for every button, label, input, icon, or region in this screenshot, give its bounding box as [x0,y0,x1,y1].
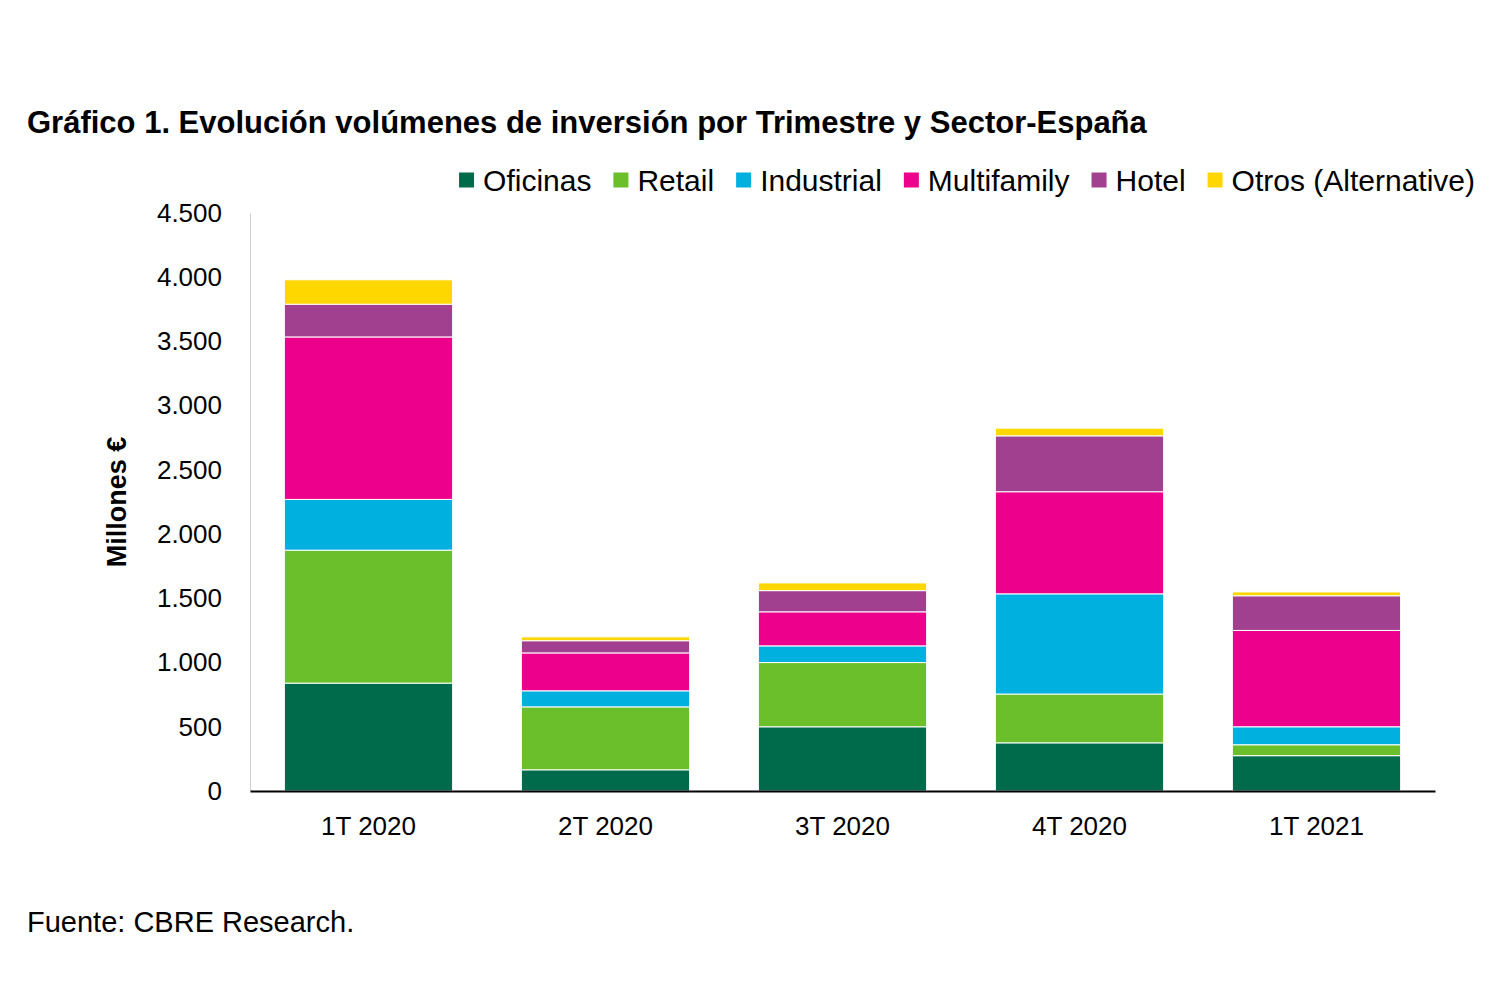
legend-item: Otros (Alternative) [1208,164,1475,197]
y-tick: 4.500 [157,198,250,228]
series-5 [284,280,1400,641]
bar-segment [995,594,1163,694]
x-tick-label: 4T 2020 [1032,811,1127,841]
chart: Gráfico 1. Evolución volúmenes de invers… [0,0,1500,1000]
y-tick-label: 1.500 [157,583,222,613]
y-tick-label: 2.500 [157,455,222,485]
bar-segment [758,646,926,663]
y-tick: 2.000 [157,519,250,549]
legend-swatch [613,173,628,188]
legend-swatch [736,173,751,188]
bar-segment [521,770,689,791]
y-axis: 0 500 1.000 1.500 2.000 2.500 3.000 3.500 4.000 4… [157,198,251,806]
x-tick: 1T 2020 [321,791,416,841]
y-tick: 0 [208,776,250,806]
x-tick: 3T 2020 [795,791,890,841]
y-tick-label: 3.500 [157,326,222,356]
y-tick-label: 3.000 [157,390,222,420]
bar-segment [995,436,1163,492]
legend-item: Oficinas [459,164,591,197]
bars [284,280,1400,791]
legend-label: Industrial [760,164,882,197]
legend-swatch [1092,173,1107,188]
legend-label: Hotel [1116,164,1186,197]
y-tick: 4.000 [157,262,250,292]
y-tick-label: 500 [179,712,222,742]
bar-segment [1232,630,1400,726]
y-tick-label: 4.000 [157,262,222,292]
bar-segment [758,583,926,591]
y-axis-title: Millones € [102,437,132,568]
series-4 [284,304,1400,653]
y-tick: 500 [179,712,250,742]
plot: 0 500 1.000 1.500 2.000 2.500 3.000 3.500 4.000 4… [157,198,1436,842]
x-tick: 4T 2020 [1032,791,1127,841]
bar-segment [521,691,689,707]
legend: Oficinas Retail Industrial Multifamily Hotel… [459,164,1475,197]
x-tick-label: 1T 2021 [1269,811,1364,841]
legend-label: Multifamily [928,164,1070,197]
bar-segment [1232,727,1400,745]
x-tick-label: 1T 2020 [321,811,416,841]
y-tick-label: 4.500 [157,198,222,228]
bar-segment [521,637,689,641]
bar-segment [758,663,926,727]
legend-swatch [459,173,474,188]
y-tick: 1.500 [157,583,250,613]
series-3 [284,337,1400,727]
legend-label: Oficinas [483,164,591,197]
source: Fuente: CBRE Research. [27,906,354,938]
y-tick-label: 1.000 [157,647,222,677]
series-1 [284,550,1400,770]
legend-item: Industrial [736,164,882,197]
x-tick: 1T 2021 [1269,791,1364,841]
bar-segment [521,641,689,653]
legend-label: Otros (Alternative) [1232,164,1475,197]
bar-segment [995,743,1163,791]
y-tick-label: 2.000 [157,519,222,549]
bar-segment [521,707,689,770]
y-tick: 1.000 [157,647,250,677]
x-tick-label: 3T 2020 [795,811,890,841]
bar-segment [284,280,452,304]
bar-segment [1232,745,1400,756]
bar-segment [758,612,926,646]
legend-swatch [1208,173,1223,188]
legend-item: Hotel [1092,164,1186,197]
x-axis: 1T 2020 2T 2020 3T 2020 4T 2020 1T 2021 [251,791,1436,841]
bar-segment [284,499,452,550]
bar-segment [284,683,452,791]
bar-segment [995,492,1163,594]
y-tick: 3.000 [157,390,250,420]
bar-segment [521,653,689,691]
legend-item: Multifamily [904,164,1070,197]
legend-item: Retail [613,164,714,197]
bar-segment [995,428,1163,436]
bar-segment [758,727,926,791]
x-axis-line [251,791,1436,793]
y-tick-label: 0 [208,776,222,806]
y-tick: 3.500 [157,326,250,356]
x-tick: 2T 2020 [558,791,653,841]
bar-segment [1232,592,1400,596]
bar-segment [284,550,452,683]
x-tick-label: 2T 2020 [558,811,653,841]
bar-segment [995,694,1163,743]
legend-label: Retail [637,164,714,197]
y-tick: 2.500 [157,455,250,485]
bar-segment [284,304,452,337]
y-axis-line [250,214,251,792]
bar-segment [1232,756,1400,791]
bar-segment [284,337,452,499]
bar-segment [1232,596,1400,631]
legend-swatch [904,173,919,188]
title: Gráfico 1. Evolución volúmenes de invers… [27,105,1148,140]
bar-segment [758,591,926,612]
series-2 [284,499,1400,744]
